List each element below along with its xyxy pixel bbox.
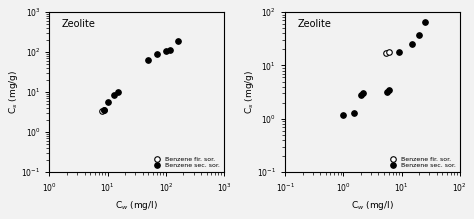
Benzene sec. sor. [396,51,401,54]
Benzene sec. sor. [154,53,160,55]
Benzene sec. sor. [146,58,151,61]
Line: Benzene sec. sor.: Benzene sec. sor. [101,38,181,113]
Legend: Benzene fir. sor., Benzene sec. sor.: Benzene fir. sor., Benzene sec. sor. [386,156,456,169]
Benzene sec. sor. [358,94,364,96]
Line: Benzene fir. sor.: Benzene fir. sor. [99,108,107,114]
Benzene sec. sor. [105,101,110,104]
Benzene sec. sor. [351,111,356,114]
Benzene sec. sor. [416,33,422,36]
Y-axis label: C$_s$ (mg/g): C$_s$ (mg/g) [243,70,255,114]
Benzene sec. sor. [422,21,428,23]
Benzene sec. sor. [360,92,366,95]
Line: Benzene sec. sor.: Benzene sec. sor. [340,19,428,117]
Benzene sec. sor. [115,91,121,94]
Benzene sec. sor. [409,43,415,46]
Benzene sec. sor. [101,109,107,111]
Y-axis label: C$_s$ (mg/g): C$_s$ (mg/g) [7,70,20,114]
Benzene fir. sor. [383,52,389,55]
X-axis label: C$_w$ (mg/l): C$_w$ (mg/l) [115,199,158,212]
Benzene sec. sor. [163,50,169,53]
Line: Benzene fir. sor.: Benzene fir. sor. [383,49,392,56]
Benzene sec. sor. [168,48,173,51]
Benzene fir. sor. [386,51,392,53]
Benzene fir. sor. [99,110,105,112]
Legend: Benzene fir. sor., Benzene sec. sor.: Benzene fir. sor., Benzene sec. sor. [150,156,221,169]
Benzene fir. sor. [101,109,107,112]
Benzene sec. sor. [111,94,117,96]
Benzene sec. sor. [387,88,392,91]
Text: Zeolite: Zeolite [62,19,96,28]
Benzene sec. sor. [340,113,346,116]
Text: Zeolite: Zeolite [297,19,331,28]
Benzene sec. sor. [384,90,390,93]
Benzene sec. sor. [175,40,181,42]
X-axis label: C$_w$ (mg/l): C$_w$ (mg/l) [351,199,394,212]
